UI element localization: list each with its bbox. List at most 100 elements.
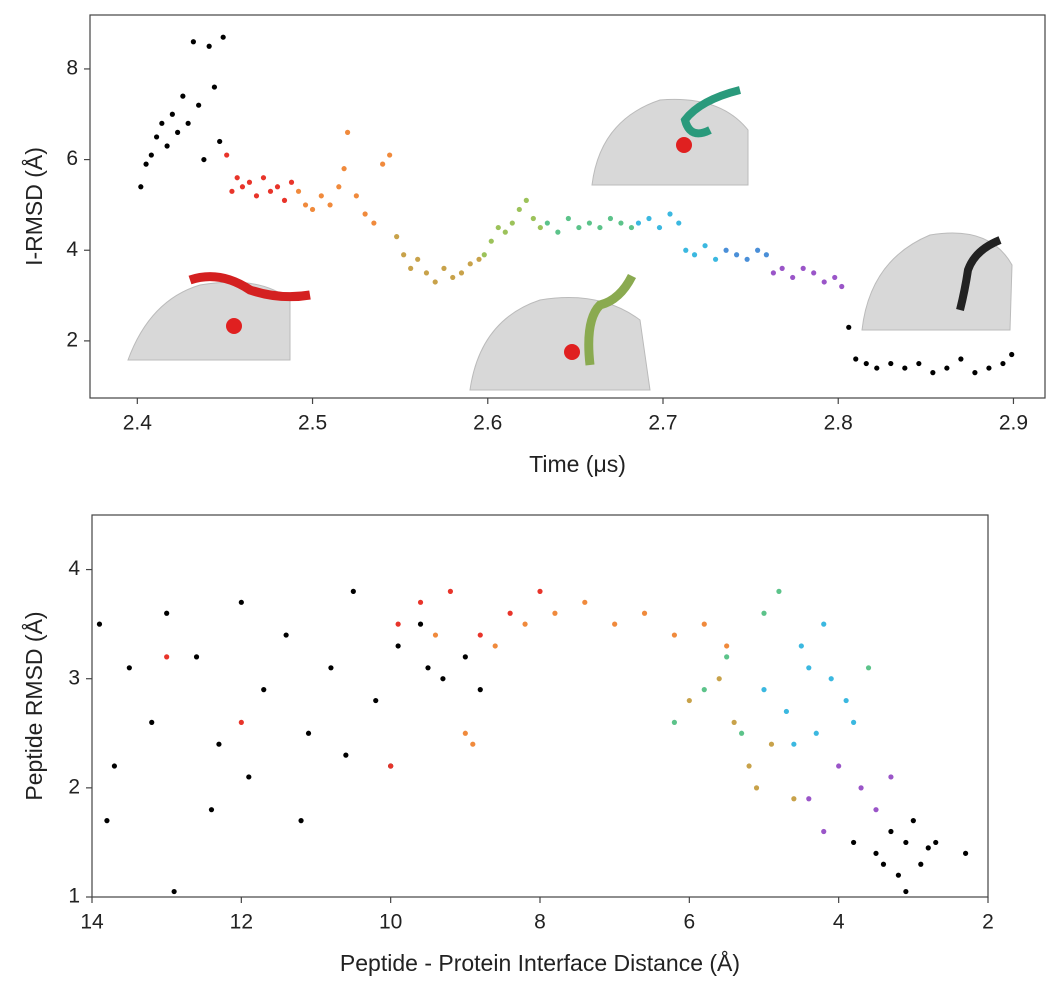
x-axis-label: Peptide - Protein Interface Distance (Å) bbox=[340, 949, 740, 976]
inset-red bbox=[127, 272, 311, 361]
point bbox=[701, 687, 707, 693]
point bbox=[305, 730, 312, 736]
point bbox=[903, 839, 909, 846]
point bbox=[492, 643, 498, 649]
point bbox=[821, 828, 827, 835]
point bbox=[211, 84, 218, 90]
point bbox=[628, 224, 635, 231]
point bbox=[298, 818, 304, 824]
point bbox=[462, 730, 468, 736]
point bbox=[739, 730, 745, 736]
point bbox=[432, 632, 439, 638]
point bbox=[415, 256, 421, 262]
point bbox=[813, 730, 819, 736]
point bbox=[851, 719, 857, 725]
point bbox=[843, 697, 849, 704]
point bbox=[537, 224, 543, 231]
point bbox=[288, 179, 295, 185]
point bbox=[246, 774, 252, 780]
point bbox=[302, 202, 309, 208]
point bbox=[552, 610, 558, 616]
point bbox=[425, 665, 431, 671]
point bbox=[507, 610, 513, 616]
point bbox=[656, 224, 663, 231]
point bbox=[470, 741, 476, 747]
point bbox=[208, 807, 215, 813]
point bbox=[344, 129, 351, 135]
point bbox=[972, 370, 978, 376]
point bbox=[441, 265, 447, 271]
point bbox=[450, 274, 456, 281]
point bbox=[343, 752, 349, 758]
point bbox=[770, 270, 776, 276]
point bbox=[341, 166, 347, 172]
point bbox=[164, 654, 170, 660]
point bbox=[724, 654, 730, 660]
point bbox=[523, 197, 529, 203]
point bbox=[401, 252, 407, 258]
point bbox=[612, 621, 618, 627]
point bbox=[791, 796, 797, 802]
point bbox=[873, 850, 879, 856]
point bbox=[798, 643, 804, 649]
point bbox=[667, 211, 673, 217]
point bbox=[432, 279, 438, 285]
point bbox=[821, 279, 827, 285]
point bbox=[555, 229, 561, 235]
point bbox=[217, 138, 223, 145]
point bbox=[417, 599, 424, 605]
point bbox=[318, 193, 324, 199]
point bbox=[888, 360, 894, 367]
y-tick-label: 4 bbox=[68, 557, 80, 580]
point bbox=[328, 665, 334, 671]
point bbox=[724, 643, 730, 649]
point bbox=[576, 224, 582, 231]
point bbox=[753, 785, 760, 791]
point bbox=[126, 665, 132, 671]
point bbox=[509, 220, 515, 226]
point bbox=[832, 274, 838, 281]
plot-frame bbox=[89, 14, 1046, 399]
y-tick-label: 2 bbox=[66, 328, 78, 351]
point bbox=[408, 265, 414, 271]
point bbox=[888, 774, 894, 780]
point bbox=[206, 43, 212, 49]
point bbox=[733, 252, 740, 258]
y-axis-label: I-RMSD (Å) bbox=[20, 147, 47, 266]
point bbox=[712, 256, 719, 262]
point bbox=[295, 188, 302, 194]
point bbox=[220, 34, 226, 40]
point bbox=[791, 741, 797, 747]
point bbox=[417, 621, 424, 627]
point bbox=[380, 161, 386, 167]
point bbox=[691, 252, 698, 258]
point bbox=[836, 763, 842, 769]
point bbox=[395, 643, 401, 649]
y-tick-label: 2 bbox=[68, 775, 80, 798]
point bbox=[502, 229, 508, 235]
point bbox=[763, 252, 769, 258]
point bbox=[229, 188, 235, 194]
point bbox=[676, 220, 682, 226]
plot-frame bbox=[91, 514, 989, 898]
point bbox=[768, 741, 775, 747]
point bbox=[916, 360, 922, 367]
point bbox=[467, 261, 473, 267]
point bbox=[683, 247, 689, 253]
point bbox=[716, 676, 722, 682]
point bbox=[193, 654, 200, 660]
point bbox=[201, 156, 207, 163]
point bbox=[394, 234, 400, 240]
x-tick-label: 2.4 bbox=[123, 412, 153, 435]
x-tick-label: 2 bbox=[982, 911, 994, 934]
point bbox=[171, 888, 177, 895]
point bbox=[902, 365, 908, 371]
point bbox=[253, 193, 260, 199]
point bbox=[779, 265, 785, 271]
point bbox=[281, 197, 288, 203]
x-axis-label: Time (μs) bbox=[529, 451, 626, 477]
point bbox=[800, 265, 806, 271]
point bbox=[440, 676, 446, 682]
point bbox=[582, 599, 588, 605]
